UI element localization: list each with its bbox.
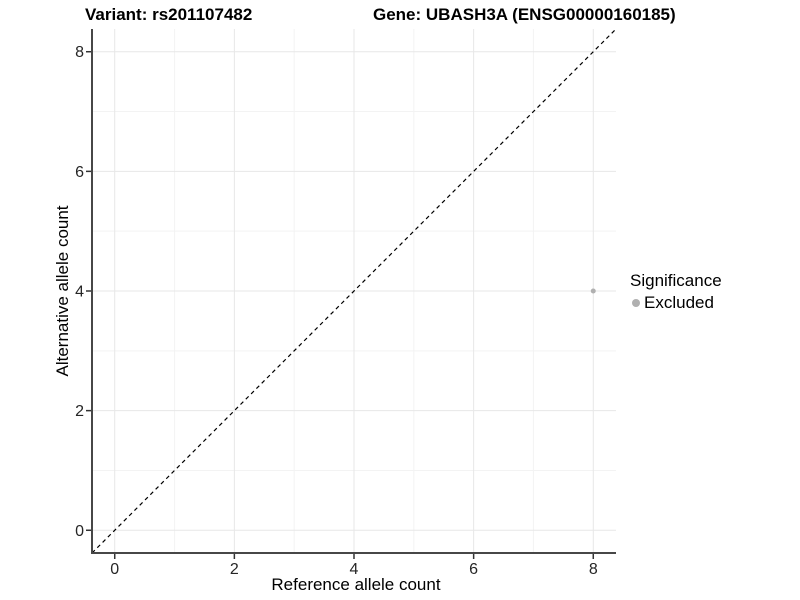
data-point xyxy=(590,288,596,294)
legend-item-label: Excluded xyxy=(644,293,714,312)
svg-text:6: 6 xyxy=(75,164,84,181)
tick-marks xyxy=(86,50,595,559)
svg-text:8: 8 xyxy=(75,44,84,61)
svg-text:4: 4 xyxy=(350,561,359,578)
svg-text:6: 6 xyxy=(469,561,478,578)
plot-title-variant: Variant: rs201107482 xyxy=(85,5,253,24)
svg-text:0: 0 xyxy=(110,561,119,578)
y-axis-title: Alternative allele count xyxy=(53,205,72,376)
legend-point-icon xyxy=(632,299,640,307)
svg-text:8: 8 xyxy=(589,561,598,578)
svg-text:2: 2 xyxy=(75,403,84,420)
legend-item-excluded: Excluded xyxy=(630,293,722,313)
svg-text:2: 2 xyxy=(230,561,239,578)
plot-title-gene: Gene: UBASH3A (ENSG00000160185) xyxy=(373,5,676,24)
svg-text:4: 4 xyxy=(75,284,84,301)
identity-line xyxy=(91,28,617,554)
svg-text:0: 0 xyxy=(75,523,84,540)
x-tick-labels: 0 2 4 6 8 xyxy=(110,561,598,578)
x-axis-title: Reference allele count xyxy=(271,575,440,594)
y-tick-labels: 0 2 4 6 8 xyxy=(75,44,84,540)
data-points xyxy=(590,288,596,294)
legend: Significance Excluded xyxy=(630,271,722,313)
legend-title: Significance xyxy=(630,271,722,290)
